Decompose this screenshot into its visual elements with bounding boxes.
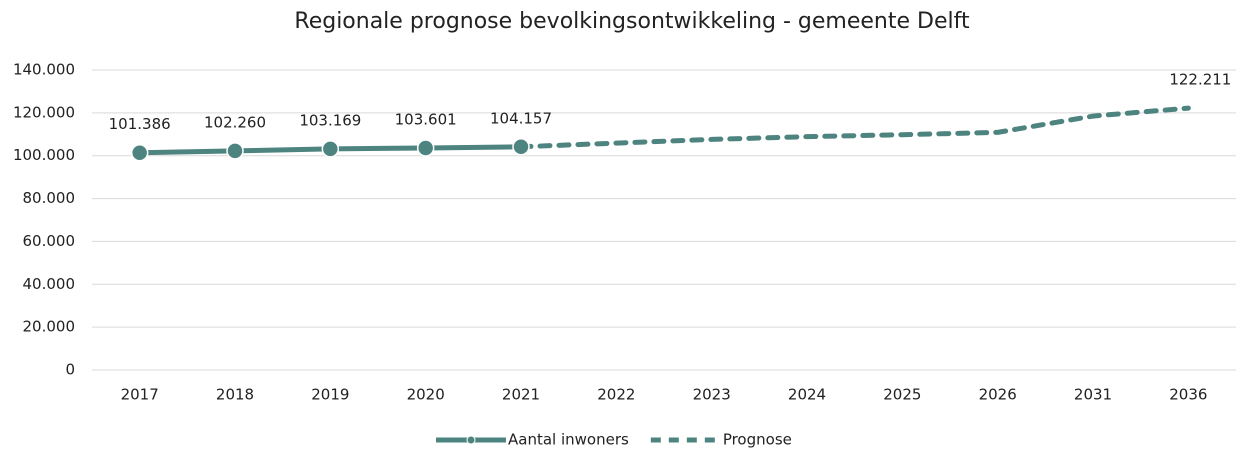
y-tick-label: 60.000: [23, 232, 76, 250]
data-label: 103.169: [299, 111, 361, 129]
data-label: 101.386: [109, 115, 171, 133]
chart-title: Regionale prognose bevolkingsontwikkelin…: [294, 9, 970, 34]
marker: [321, 140, 340, 158]
x-tick-label: 2036: [1169, 386, 1207, 404]
y-tick-label: 80.000: [23, 189, 76, 207]
x-tick-label: 2024: [788, 386, 826, 404]
x-tick-label: 2022: [597, 386, 635, 404]
data-label: 122.211: [1169, 71, 1231, 89]
x-tick-label: 2017: [121, 386, 159, 404]
marker: [416, 139, 435, 157]
x-tick-label: 2018: [216, 386, 254, 404]
data-label: 104.157: [490, 109, 552, 127]
legend-marker: [466, 435, 476, 445]
data-label: 103.601: [395, 110, 457, 128]
x-tick-label: 2026: [979, 386, 1017, 404]
marker: [226, 142, 244, 160]
y-tick-label: 0: [65, 361, 75, 379]
x-tick-label: 2019: [311, 386, 349, 404]
y-tick-label: 40.000: [23, 275, 76, 293]
line-series: [518, 105, 1191, 150]
x-tick-label: 2020: [407, 386, 445, 404]
x-tick-label: 2023: [693, 386, 731, 404]
legend-label: Prognose: [723, 431, 792, 449]
y-tick-label: 20.000: [23, 318, 76, 336]
x-tick-label: 2031: [1074, 386, 1112, 404]
y-tick-label: 100.000: [13, 146, 75, 164]
y-tick-label: 120.000: [13, 103, 75, 121]
x-tick-label: 2025: [883, 386, 921, 404]
y-tick-label: 140.000: [13, 61, 75, 79]
marker: [512, 138, 530, 156]
legend-label: Aantal inwoners: [508, 431, 629, 449]
marker: [130, 143, 149, 162]
x-tick-label: 2021: [502, 386, 540, 404]
data-label: 102.260: [204, 113, 266, 131]
